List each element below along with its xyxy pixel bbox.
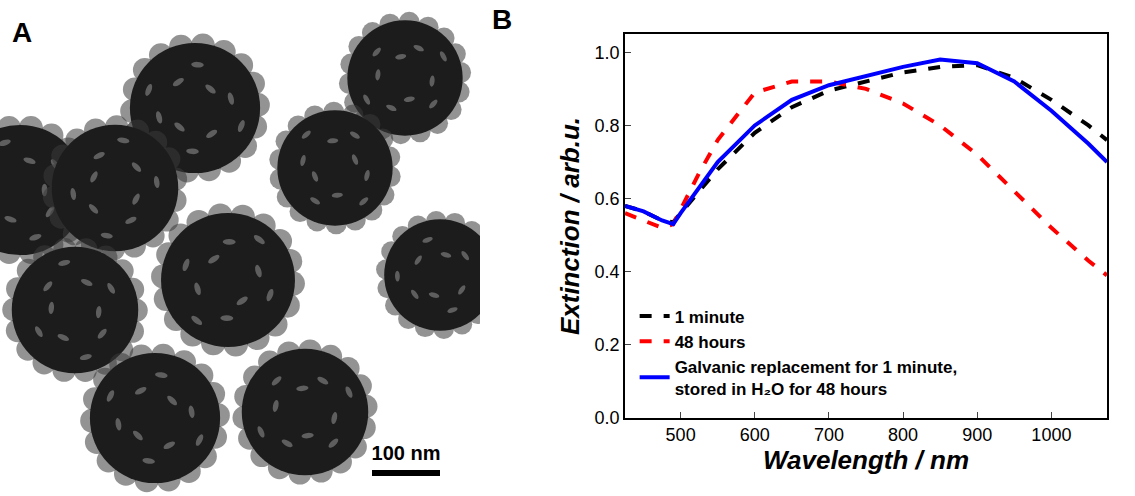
- svg-text:Galvanic replacement for 1 min: Galvanic replacement for 1 minute,stored…: [675, 358, 957, 399]
- html-text:B: B: [492, 4, 513, 35]
- svg-text:900: 900: [962, 425, 992, 445]
- svg-text:0.8: 0.8: [595, 116, 620, 136]
- svg-text:A: A: [12, 17, 32, 48]
- svg-text:500: 500: [666, 425, 696, 445]
- svg-text:0.4: 0.4: [595, 262, 620, 282]
- svg-text:1 minute: 1 minute: [675, 308, 745, 327]
- svg-text:1000: 1000: [1031, 425, 1071, 445]
- svg-text:Wavelength / nm: Wavelength / nm: [763, 445, 969, 475]
- svg-text:0.6: 0.6: [595, 189, 620, 209]
- svg-text:600: 600: [740, 425, 770, 445]
- svg-text:0.0: 0.0: [595, 408, 620, 428]
- svg-text:48 hours: 48 hours: [675, 333, 746, 352]
- svg-text:800: 800: [888, 425, 918, 445]
- svg-text:1.0: 1.0: [595, 43, 620, 63]
- svg-text:Extinction / arb.u.: Extinction / arb.u.: [555, 117, 585, 335]
- svg-text:700: 700: [814, 425, 844, 445]
- svg-text:100 nm: 100 nm: [372, 442, 441, 464]
- svg-text:0.2: 0.2: [595, 335, 620, 355]
